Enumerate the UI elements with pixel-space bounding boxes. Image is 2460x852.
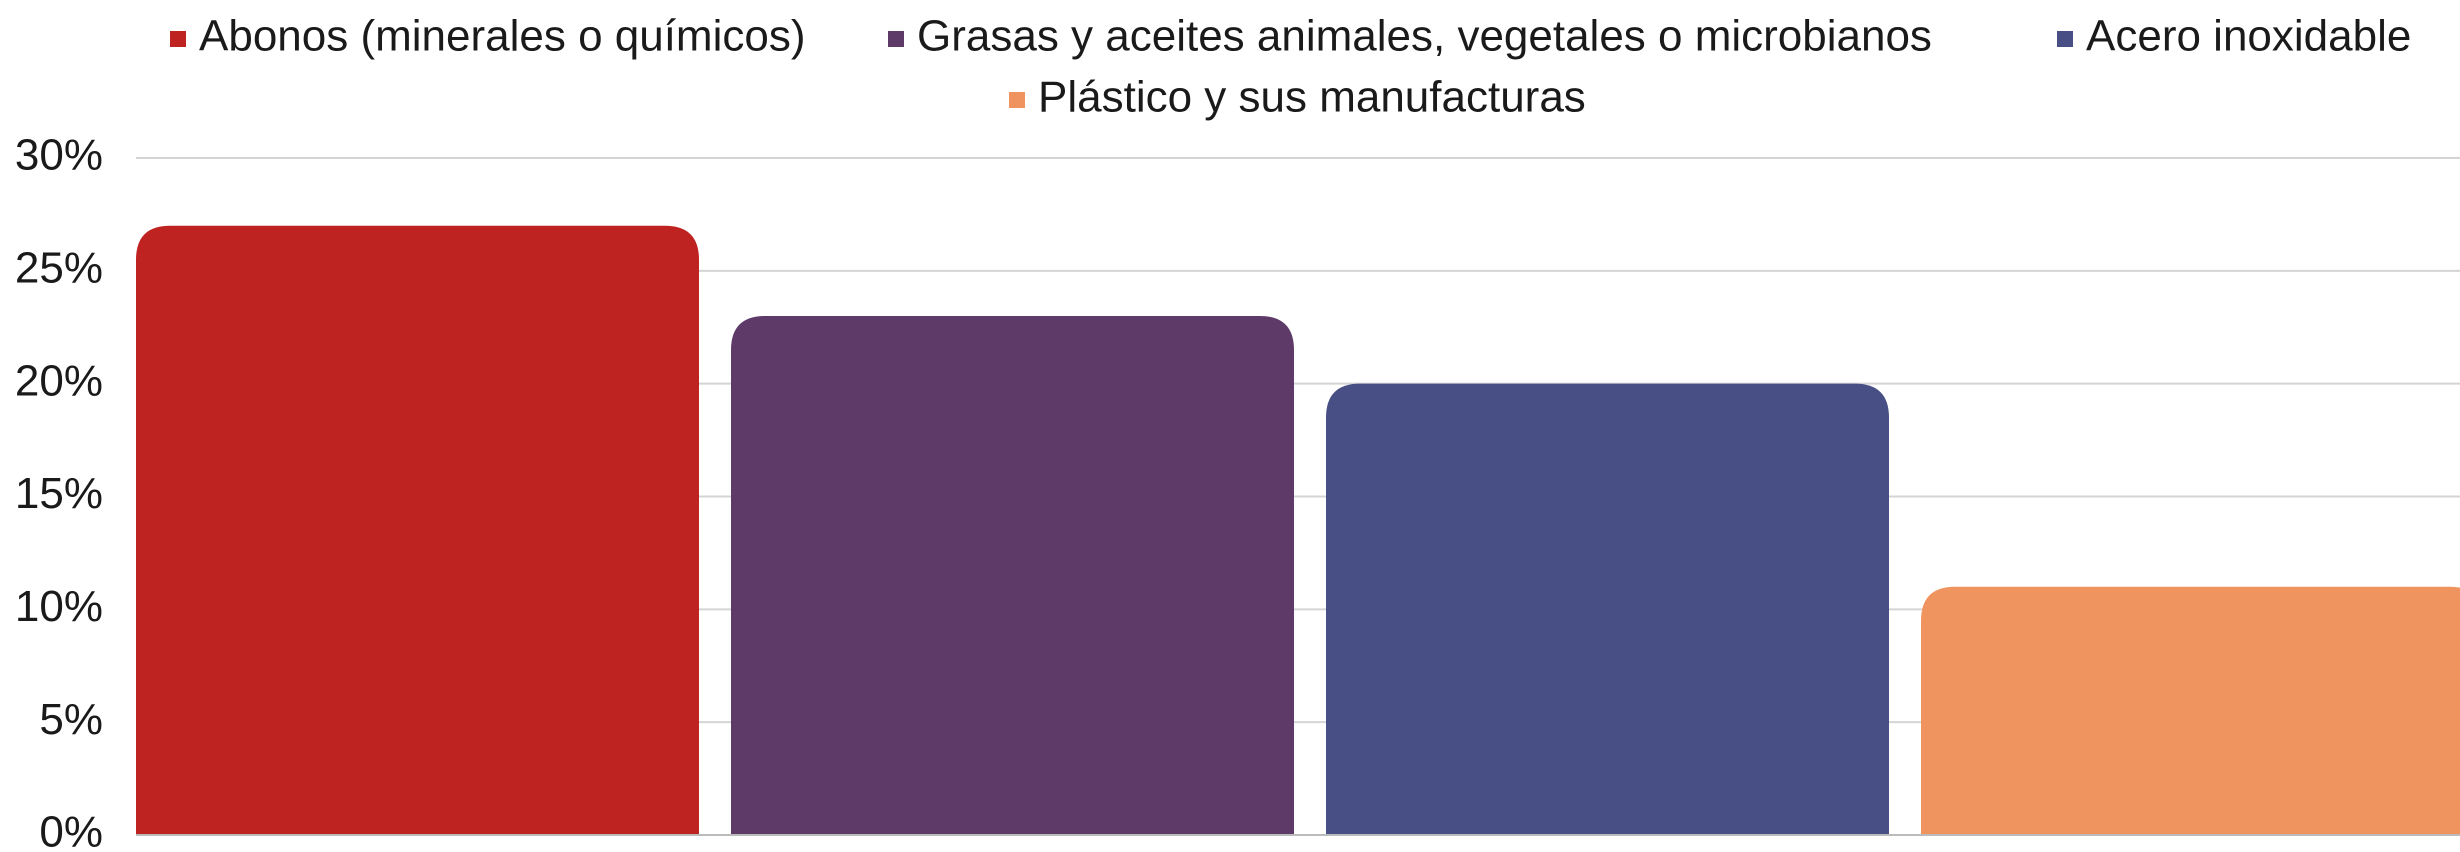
legend-swatch (888, 31, 904, 47)
y-tick-label: 25% (15, 243, 103, 292)
bar (731, 315, 1294, 835)
legend-swatch (1009, 92, 1025, 108)
bar (136, 225, 699, 835)
y-tick-label: 0% (39, 808, 103, 852)
legend-swatch (170, 31, 186, 47)
y-tick-label: 30% (15, 131, 103, 180)
bar (1921, 586, 2460, 835)
legend-label: Grasas y aceites animales, vegetales o m… (917, 12, 1932, 61)
y-tick-label: 20% (15, 356, 103, 405)
bar (1326, 383, 1889, 835)
legend-swatch (2057, 31, 2073, 47)
legend-label: Abonos (minerales o químicos) (199, 12, 805, 61)
y-tick-label: 10% (15, 582, 103, 631)
legend-label: Acero inoxidable (2086, 12, 2411, 61)
y-tick-label: 5% (39, 695, 103, 744)
legend-label: Plástico y sus manufacturas (1038, 73, 1586, 122)
y-tick-label: 15% (15, 469, 103, 518)
